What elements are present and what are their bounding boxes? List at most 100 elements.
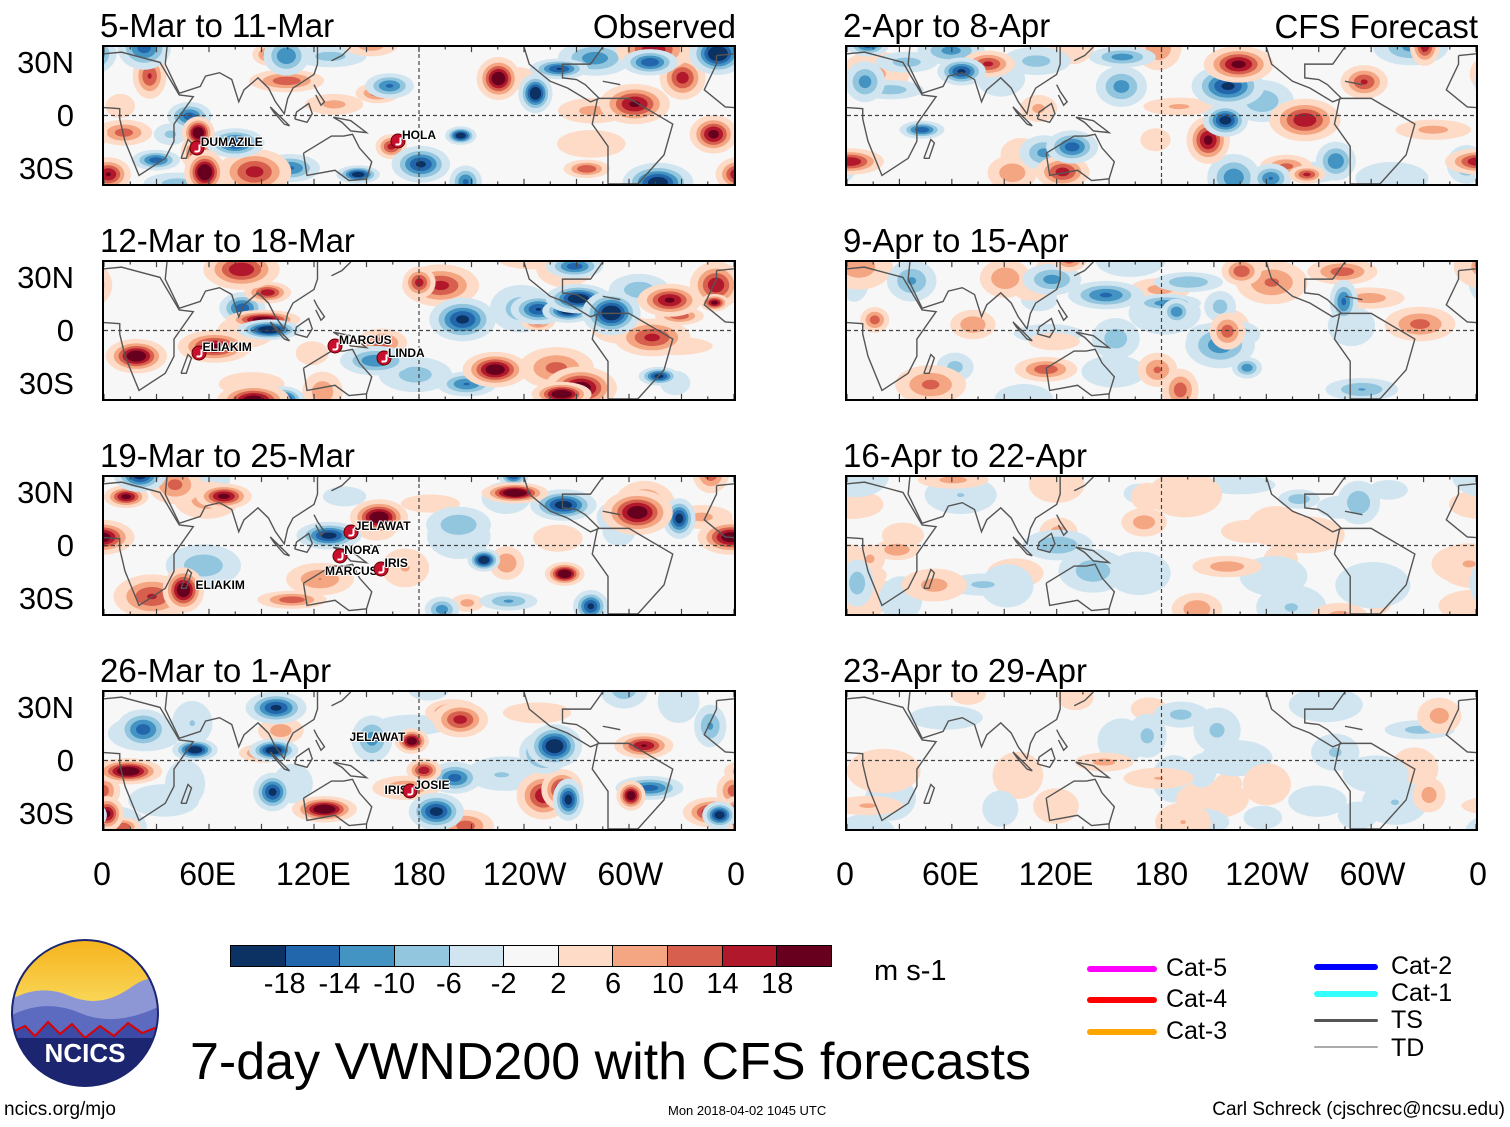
positive-anomaly-contour (1028, 477, 1085, 503)
coastline (332, 477, 351, 491)
positive-anomaly-contour (708, 129, 719, 139)
positive-anomaly-contour (1429, 707, 1449, 724)
negative-anomaly-contour (321, 532, 337, 539)
negative-anomaly-contour (587, 603, 595, 610)
longitude-label: 120E (275, 856, 351, 892)
colorbar-swatch (722, 946, 778, 966)
longitude-label: 60W (597, 856, 664, 892)
negative-anomaly-contour (554, 500, 573, 510)
positive-anomaly-contour (992, 751, 1044, 800)
coastline (1334, 98, 1414, 184)
negative-anomaly-contour (1140, 728, 1154, 744)
coastline (314, 300, 325, 321)
coastline (270, 752, 289, 771)
positive-anomaly-contour (311, 381, 334, 399)
coastline (908, 262, 1060, 329)
negative-anomaly-contour (1099, 292, 1113, 298)
legend-line-td (1314, 1046, 1378, 1048)
positive-anomaly-contour (322, 100, 346, 109)
panel-title: 9-Apr to 15-Apr (843, 222, 1069, 259)
coastline (1037, 534, 1054, 553)
coastline (592, 528, 673, 614)
negative-anomaly-contour (545, 739, 564, 754)
cyclone-icon (402, 783, 418, 799)
latitude-label: 30N (17, 475, 74, 510)
coastline (1057, 730, 1067, 751)
positive-anomaly-contour (104, 267, 113, 303)
positive-anomaly-contour (1469, 60, 1476, 88)
negative-anomaly-contour (351, 171, 365, 178)
positive-anomaly-contour (1180, 820, 1186, 825)
coastline (1046, 779, 1114, 825)
storm-name-label: MARCUS (325, 564, 378, 579)
positive-anomaly-contour (869, 315, 880, 325)
anomaly-field (847, 262, 1476, 399)
legend-line-cat-4 (1087, 997, 1157, 1003)
latitude-label: 30N (17, 45, 74, 80)
coastline (592, 98, 673, 184)
negative-anomaly-contour (971, 581, 995, 589)
positive-anomaly-contour (1352, 293, 1386, 304)
positive-anomaly-contour (1093, 758, 1116, 766)
storm-name-label: JOSIE (414, 778, 450, 793)
negative-anomaly-contour (1452, 477, 1476, 497)
positive-anomaly-contour (1168, 104, 1190, 110)
cyclone-icon (327, 338, 343, 354)
negative-anomaly-contour (847, 814, 895, 829)
negative-anomaly-contour (257, 326, 281, 334)
negative-anomaly-contour (1104, 328, 1128, 349)
colorbar-tick-label: 10 (651, 968, 684, 1000)
negative-anomaly-contour (408, 692, 449, 701)
negative-anomaly-contour (1111, 53, 1134, 61)
colorbar-tick-label: -18 (263, 968, 306, 1000)
negative-anomaly-contour (268, 788, 277, 797)
longitude-label: 0 (93, 856, 111, 892)
coastline (104, 267, 193, 390)
colorbar (230, 945, 832, 967)
coastline (304, 134, 372, 180)
latitude-label: 30N (17, 690, 74, 725)
positive-anomaly-contour (105, 93, 135, 119)
coastline (1345, 296, 1362, 299)
coastline (1446, 482, 1476, 605)
coastline (908, 477, 1060, 544)
latitude-label: 30S (18, 151, 74, 186)
panel-title: 2-Apr to 8-Apr (843, 7, 1051, 44)
latitude-label: 30S (18, 366, 74, 401)
map-panel: ELIAKIM MARCUS LINDA (102, 260, 736, 401)
positive-anomaly-contour (197, 164, 213, 181)
coastline (295, 534, 313, 553)
positive-anomaly-contour (1438, 589, 1476, 614)
observed-column-title: Observed (592, 8, 736, 45)
panel-title: 16-Apr to 22-Apr (843, 437, 1087, 474)
positive-anomaly-contour (1330, 267, 1355, 277)
positive-anomaly-contour (1147, 477, 1223, 518)
positive-anomaly-contour (401, 494, 460, 513)
positive-anomaly-contour (1462, 560, 1476, 568)
storm-name-label: ELIAKIM (195, 578, 245, 593)
coastline (847, 482, 936, 605)
negative-anomaly-contour (162, 178, 193, 184)
positive-anomaly-contour (626, 791, 636, 801)
colorbar-tick-label: -2 (490, 968, 517, 1000)
positive-anomaly-contour (1231, 60, 1246, 69)
positive-anomaly-contour (1471, 262, 1476, 275)
negative-anomaly-contour (398, 366, 432, 383)
negative-anomaly-contour (1355, 162, 1429, 184)
positive-anomaly-contour (1431, 543, 1476, 585)
coastline (314, 85, 325, 106)
positive-anomaly-contour (1155, 802, 1211, 829)
positive-anomaly-contour (950, 692, 986, 705)
negative-anomaly-contour (1288, 692, 1363, 723)
coastline (592, 743, 673, 829)
positive-anomaly-contour (104, 124, 108, 145)
coastline (1345, 726, 1362, 729)
positive-anomaly-contour (295, 341, 329, 366)
footer-website: ncics.org/mjo (4, 1099, 116, 1120)
coastline (304, 779, 372, 825)
negative-anomaly-contour (1469, 564, 1476, 602)
positive-anomaly-contour (983, 61, 994, 67)
coastline (1013, 752, 1032, 771)
coastline (304, 564, 372, 610)
negative-anomaly-contour (1243, 805, 1283, 829)
